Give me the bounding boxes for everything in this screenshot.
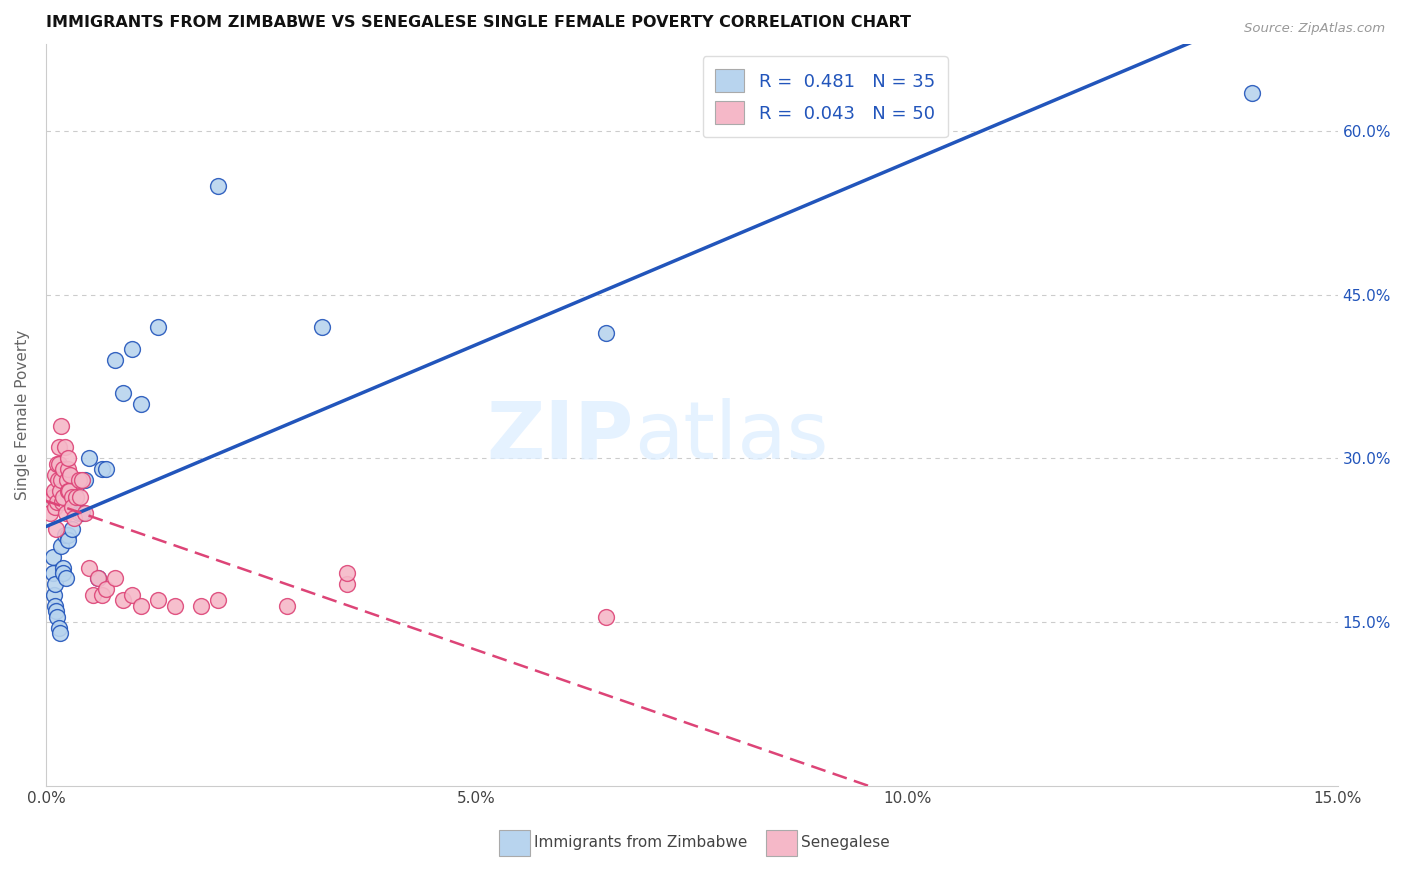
Point	[86, 571, 108, 585]
Point	[48, 626, 70, 640]
Point	[82, 588, 104, 602]
Point	[56, 484, 79, 499]
Point	[58, 451, 80, 466]
Point	[46, 495, 69, 509]
Point	[46, 473, 69, 487]
Point	[45, 522, 67, 536]
Legend: R =  0.481   N = 35, R =  0.043   N = 50: R = 0.481 N = 35, R = 0.043 N = 50	[703, 56, 948, 137]
Point	[52, 560, 75, 574]
Point	[129, 397, 152, 411]
Point	[44, 467, 66, 482]
Text: Senegalese: Senegalese	[801, 836, 890, 850]
Point	[336, 577, 359, 591]
Point	[49, 418, 72, 433]
Point	[44, 599, 66, 613]
Point	[51, 473, 73, 487]
Point	[67, 473, 90, 487]
Point	[48, 484, 70, 499]
Point	[69, 490, 91, 504]
Point	[129, 599, 152, 613]
Point	[60, 490, 83, 504]
Point	[58, 484, 80, 499]
Point	[1240, 86, 1263, 100]
Point	[336, 566, 359, 580]
Point	[44, 500, 66, 515]
Text: IMMIGRANTS FROM ZIMBABWE VS SENEGALESE SINGLE FEMALE POVERTY CORRELATION CHART: IMMIGRANTS FROM ZIMBABWE VS SENEGALESE S…	[46, 15, 911, 30]
Point	[96, 462, 118, 476]
Point	[67, 506, 90, 520]
Point	[146, 593, 169, 607]
Point	[276, 599, 298, 613]
Point	[56, 528, 79, 542]
Point	[112, 385, 135, 400]
Text: atlas: atlas	[634, 398, 828, 476]
Point	[65, 478, 87, 492]
Point	[56, 462, 79, 476]
Point	[91, 588, 114, 602]
Point	[42, 566, 65, 580]
Point	[48, 441, 70, 455]
Point	[112, 593, 135, 607]
Point	[190, 599, 212, 613]
Point	[77, 560, 100, 574]
Point	[52, 462, 75, 476]
Point	[121, 588, 143, 602]
Point	[77, 451, 100, 466]
Point	[56, 533, 79, 548]
Point	[51, 539, 73, 553]
Point	[73, 506, 96, 520]
Point	[51, 495, 73, 509]
Point	[70, 506, 93, 520]
Point	[104, 571, 127, 585]
Point	[42, 484, 65, 499]
Point	[311, 320, 333, 334]
Text: Immigrants from Zimbabwe: Immigrants from Zimbabwe	[534, 836, 748, 850]
Point	[165, 599, 187, 613]
Point	[59, 467, 82, 482]
Point	[73, 473, 96, 487]
Point	[146, 320, 169, 334]
Point	[42, 588, 65, 602]
Point	[207, 593, 229, 607]
Point	[595, 326, 617, 340]
Point	[53, 528, 76, 542]
Point	[60, 500, 83, 515]
Point	[52, 490, 75, 504]
Point	[42, 549, 65, 564]
Point	[55, 506, 77, 520]
Point	[48, 621, 70, 635]
Point	[48, 457, 70, 471]
Point	[53, 441, 76, 455]
Point	[46, 609, 69, 624]
Point	[595, 609, 617, 624]
Point	[39, 506, 62, 520]
Y-axis label: Single Female Poverty: Single Female Poverty	[15, 330, 30, 500]
Point	[59, 495, 82, 509]
Point	[46, 457, 69, 471]
Point	[62, 511, 84, 525]
Point	[44, 577, 66, 591]
Point	[104, 353, 127, 368]
Point	[60, 522, 83, 536]
Text: ZIP: ZIP	[486, 398, 634, 476]
Point	[96, 582, 118, 597]
Point	[91, 462, 114, 476]
Point	[52, 566, 75, 580]
Point	[70, 473, 93, 487]
Point	[86, 571, 108, 585]
Text: Source: ZipAtlas.com: Source: ZipAtlas.com	[1244, 22, 1385, 36]
Point	[207, 178, 229, 193]
Point	[42, 490, 65, 504]
Point	[121, 343, 143, 357]
Point	[55, 571, 77, 585]
Point	[65, 490, 87, 504]
Point	[45, 604, 67, 618]
Point	[55, 473, 77, 487]
